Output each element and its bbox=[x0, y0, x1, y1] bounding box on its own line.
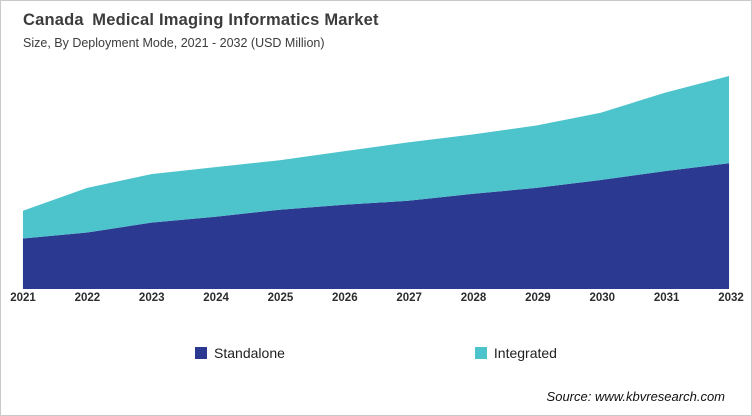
x-axis-label-2021: 2021 bbox=[10, 291, 36, 304]
legend-label: Integrated bbox=[493, 344, 557, 361]
plot-area: 2021 2022 2023 2024 2025 2026 2027 2028 2029 2030… bbox=[1, 56, 751, 309]
x-axis-label-2031: 2031 bbox=[653, 291, 680, 304]
area-series-standalone bbox=[22, 162, 730, 289]
x-axis: 2021 2022 2023 2024 2025 2026 2027 2028 2029 2030… bbox=[1, 292, 751, 309]
legend-swatch-icon bbox=[474, 346, 487, 359]
chart-title: Canada Medical Imaging Informatics Marke… bbox=[23, 11, 379, 29]
chart-header: Canada Medical Imaging Informatics Marke… bbox=[1, 1, 751, 50]
x-axis-label-2022: 2022 bbox=[74, 291, 101, 304]
x-axis-label-2025: 2025 bbox=[267, 291, 294, 304]
x-axis-label-2029: 2029 bbox=[525, 291, 551, 304]
legend-item-integrated: Integrated bbox=[474, 344, 557, 361]
area-series-integrated bbox=[22, 75, 730, 239]
legend-label: Standalone bbox=[214, 344, 285, 361]
legend: Standalone Integrated bbox=[1, 345, 751, 361]
x-axis-label-2024: 2024 bbox=[203, 291, 229, 304]
x-axis-label-2030: 2030 bbox=[589, 291, 616, 304]
chart-subtitle: Size, By Deployment Mode, 2021 - 2032 (U… bbox=[23, 35, 325, 50]
legend-swatch-icon bbox=[195, 346, 208, 359]
legend-item-standalone: Standalone bbox=[195, 345, 285, 361]
x-axis-label-2028: 2028 bbox=[460, 291, 487, 304]
x-axis-label-2023: 2023 bbox=[138, 291, 165, 304]
x-axis-label-2032: 2032 bbox=[718, 291, 744, 304]
source-attribution: Source: www.kbvresearch.com bbox=[546, 388, 725, 404]
x-axis-label-2026: 2026 bbox=[332, 291, 358, 304]
x-axis-label-2027: 2027 bbox=[396, 291, 422, 304]
stacked-area-chart bbox=[22, 75, 730, 289]
